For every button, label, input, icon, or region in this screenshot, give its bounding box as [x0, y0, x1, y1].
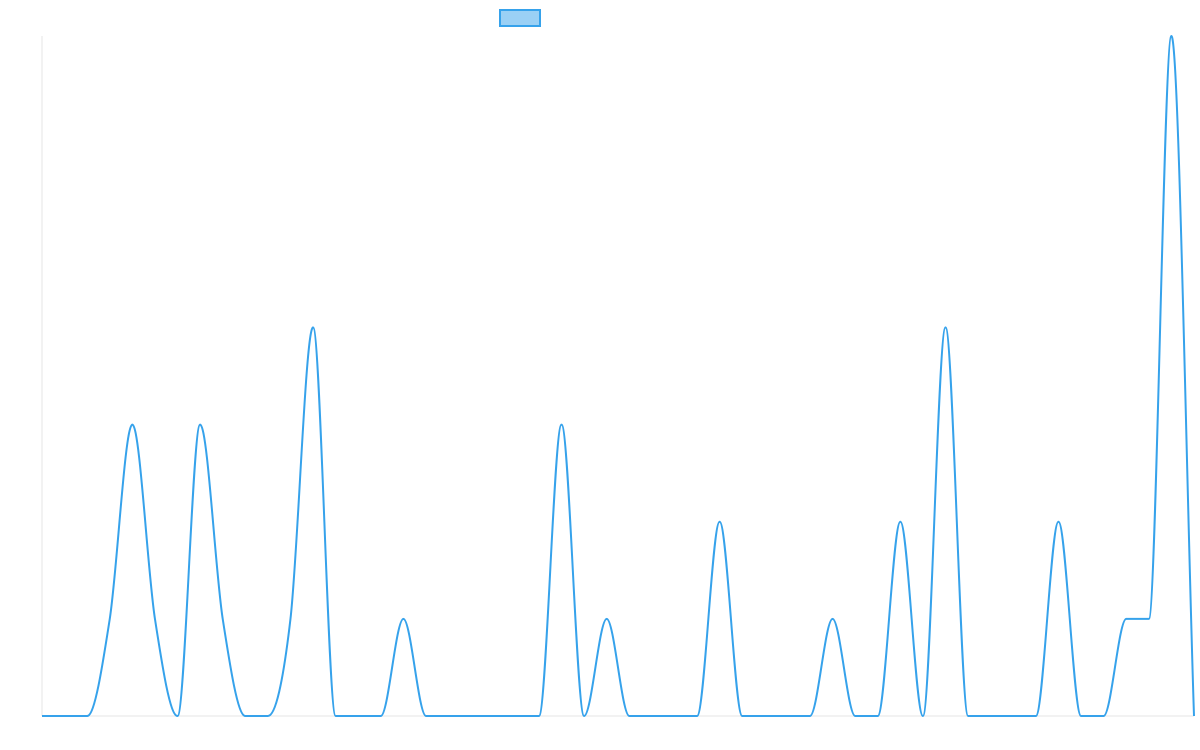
line-series: [42, 34, 1195, 718]
legend-swatch: [499, 9, 541, 27]
